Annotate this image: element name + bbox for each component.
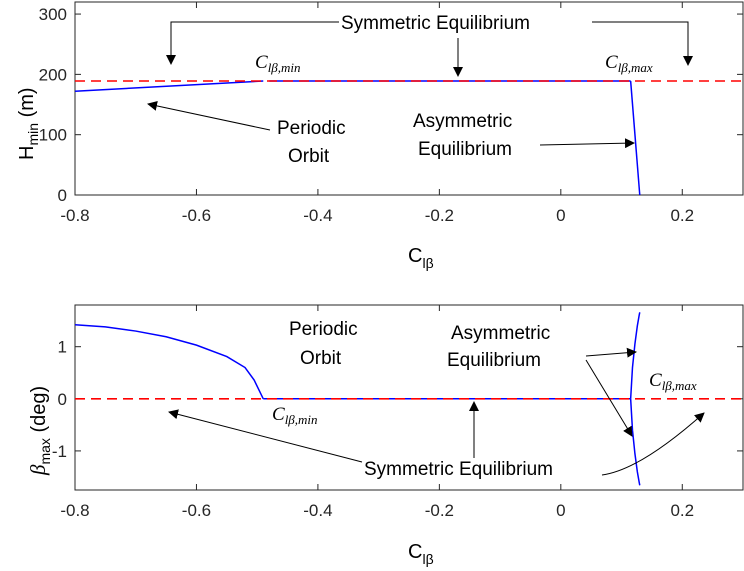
x-ticks-top: -0.8 -0.6 -0.4 -0.2 0 0.2 <box>60 2 694 225</box>
x-tick-label-top: -0.6 <box>182 206 211 225</box>
x-ticks-bottom: -0.8 -0.6 -0.4 -0.2 0 0.2 <box>60 305 694 520</box>
x-tick-label-top: 0.2 <box>670 206 694 225</box>
y-tick-label-bottom: 1 <box>58 338 67 357</box>
y-tick-label-top: 200 <box>39 65 67 84</box>
y-axis-label-top-sub: min <box>25 123 41 146</box>
annotation-clbeta-max-bottom: Clβ,max <box>649 370 697 393</box>
x-tick-label-top: -0.4 <box>303 206 332 225</box>
x-axis-label-top-main: C <box>408 245 422 267</box>
annotation-periodic-bottom: Periodic <box>289 319 358 340</box>
annotation-clbeta-min-top: Clβ,min <box>255 52 301 75</box>
math-c-min-sub-top: lβ,min <box>268 60 301 75</box>
math-c-min-top: C <box>255 52 268 73</box>
annotation-symmetric-equilibrium-top: Symmetric Equilibrium <box>341 13 530 34</box>
axes-box-bottom <box>74 304 744 491</box>
y-axis-label-bottom: βmax (deg) <box>26 386 53 476</box>
annotation-orbit-bottom: Orbit <box>300 348 342 369</box>
annotation-asymmetric-bottom: Asymmetric <box>451 323 550 344</box>
y-tick-label-top: 100 <box>39 126 67 145</box>
annotation-equilibrium-top: Equilibrium <box>418 139 512 160</box>
arrow-sym-left-top <box>166 21 339 65</box>
y-axis-label-top-main: H <box>16 146 38 160</box>
arrow-periodic-top <box>147 100 271 131</box>
annotation-symmetric-equilibrium-bottom: Symmetric Equilibrium <box>364 459 553 480</box>
series-top <box>74 80 743 196</box>
series-line-periodic-top <box>74 80 264 93</box>
arrow-asym-upper-bottom <box>585 347 637 358</box>
arrows-bottom <box>168 347 705 476</box>
series-line-asymmetric-top <box>629 80 641 196</box>
x-axis-label-bottom-sub: lβ <box>422 551 433 567</box>
arrow-sym-left-bottom <box>168 409 363 463</box>
y-tick-label-top: 0 <box>58 186 67 205</box>
x-tick-label-bottom: -0.6 <box>182 501 211 520</box>
arrow-asym-top <box>539 138 635 149</box>
arrow-sym-right-top <box>592 21 693 66</box>
y-tick-label-bottom: -1 <box>52 442 67 461</box>
x-tick-label-top: 0 <box>556 206 565 225</box>
math-c-max-sub-top: lβ,max <box>618 60 653 75</box>
x-tick-label-top: -0.2 <box>425 206 454 225</box>
y-tick-label-top: 300 <box>39 5 67 24</box>
y-axis-label-top: Hmin (m) <box>16 87 41 160</box>
annotation-equilibrium-bottom: Equilibrium <box>447 350 541 371</box>
math-c-max-top: C <box>605 52 618 73</box>
x-axis-label-top-sub: lβ <box>422 255 433 271</box>
math-c-min-bottom: C <box>272 404 285 425</box>
plot-bottom: -0.8 -0.6 -0.4 -0.2 0 0.2 -1 0 1 βmax (deg) Clβ… <box>26 304 744 567</box>
x-axis-label-bottom-main: C <box>408 541 422 563</box>
annotation-clbeta-max-top: Clβ,max <box>605 52 653 75</box>
y-axis-label-top-unit: (m) <box>16 87 38 123</box>
y-tick-label-bottom: 0 <box>58 390 67 409</box>
y-axis-label-bottom-main: β <box>26 464 50 476</box>
annotation-orbit-top: Orbit <box>288 146 330 167</box>
math-c-min-sub-bottom: lβ,min <box>285 412 318 427</box>
plot-top: -0.8 -0.6 -0.4 -0.2 0 0.2 0 100 200 300 Hmin (m)… <box>16 1 744 271</box>
series-line-periodic-bottom <box>74 324 264 400</box>
x-tick-label-bottom: 0.2 <box>670 501 694 520</box>
x-tick-label-bottom: -0.8 <box>60 501 89 520</box>
x-tick-label-bottom: -0.4 <box>303 501 332 520</box>
x-tick-label-top: -0.8 <box>60 206 89 225</box>
x-tick-label-bottom: -0.2 <box>425 501 454 520</box>
annotation-clbeta-min-bottom: Clβ,min <box>272 404 318 427</box>
y-axis-label-bottom-unit: (deg) <box>28 386 50 438</box>
math-c-max-sub-bottom: lβ,max <box>662 378 697 393</box>
y-axis-label-bottom-sub: max <box>37 438 53 464</box>
annotation-periodic-top: Periodic <box>277 118 346 139</box>
y-ticks-top: 0 100 200 300 <box>39 5 743 205</box>
arrows-top <box>147 21 693 149</box>
arrow-asym-lower-bottom <box>585 359 633 437</box>
arrow-sym-right-bottom <box>601 412 705 476</box>
x-axis-label-top: Clβ <box>408 245 434 271</box>
math-c-max-bottom: C <box>649 370 662 391</box>
annotation-asymmetric-top: Asymmetric <box>413 111 512 132</box>
x-axis-label-bottom: Clβ <box>408 541 434 567</box>
x-tick-label-bottom: 0 <box>556 501 565 520</box>
series-line-asymmetric-upper-bottom <box>629 312 641 399</box>
